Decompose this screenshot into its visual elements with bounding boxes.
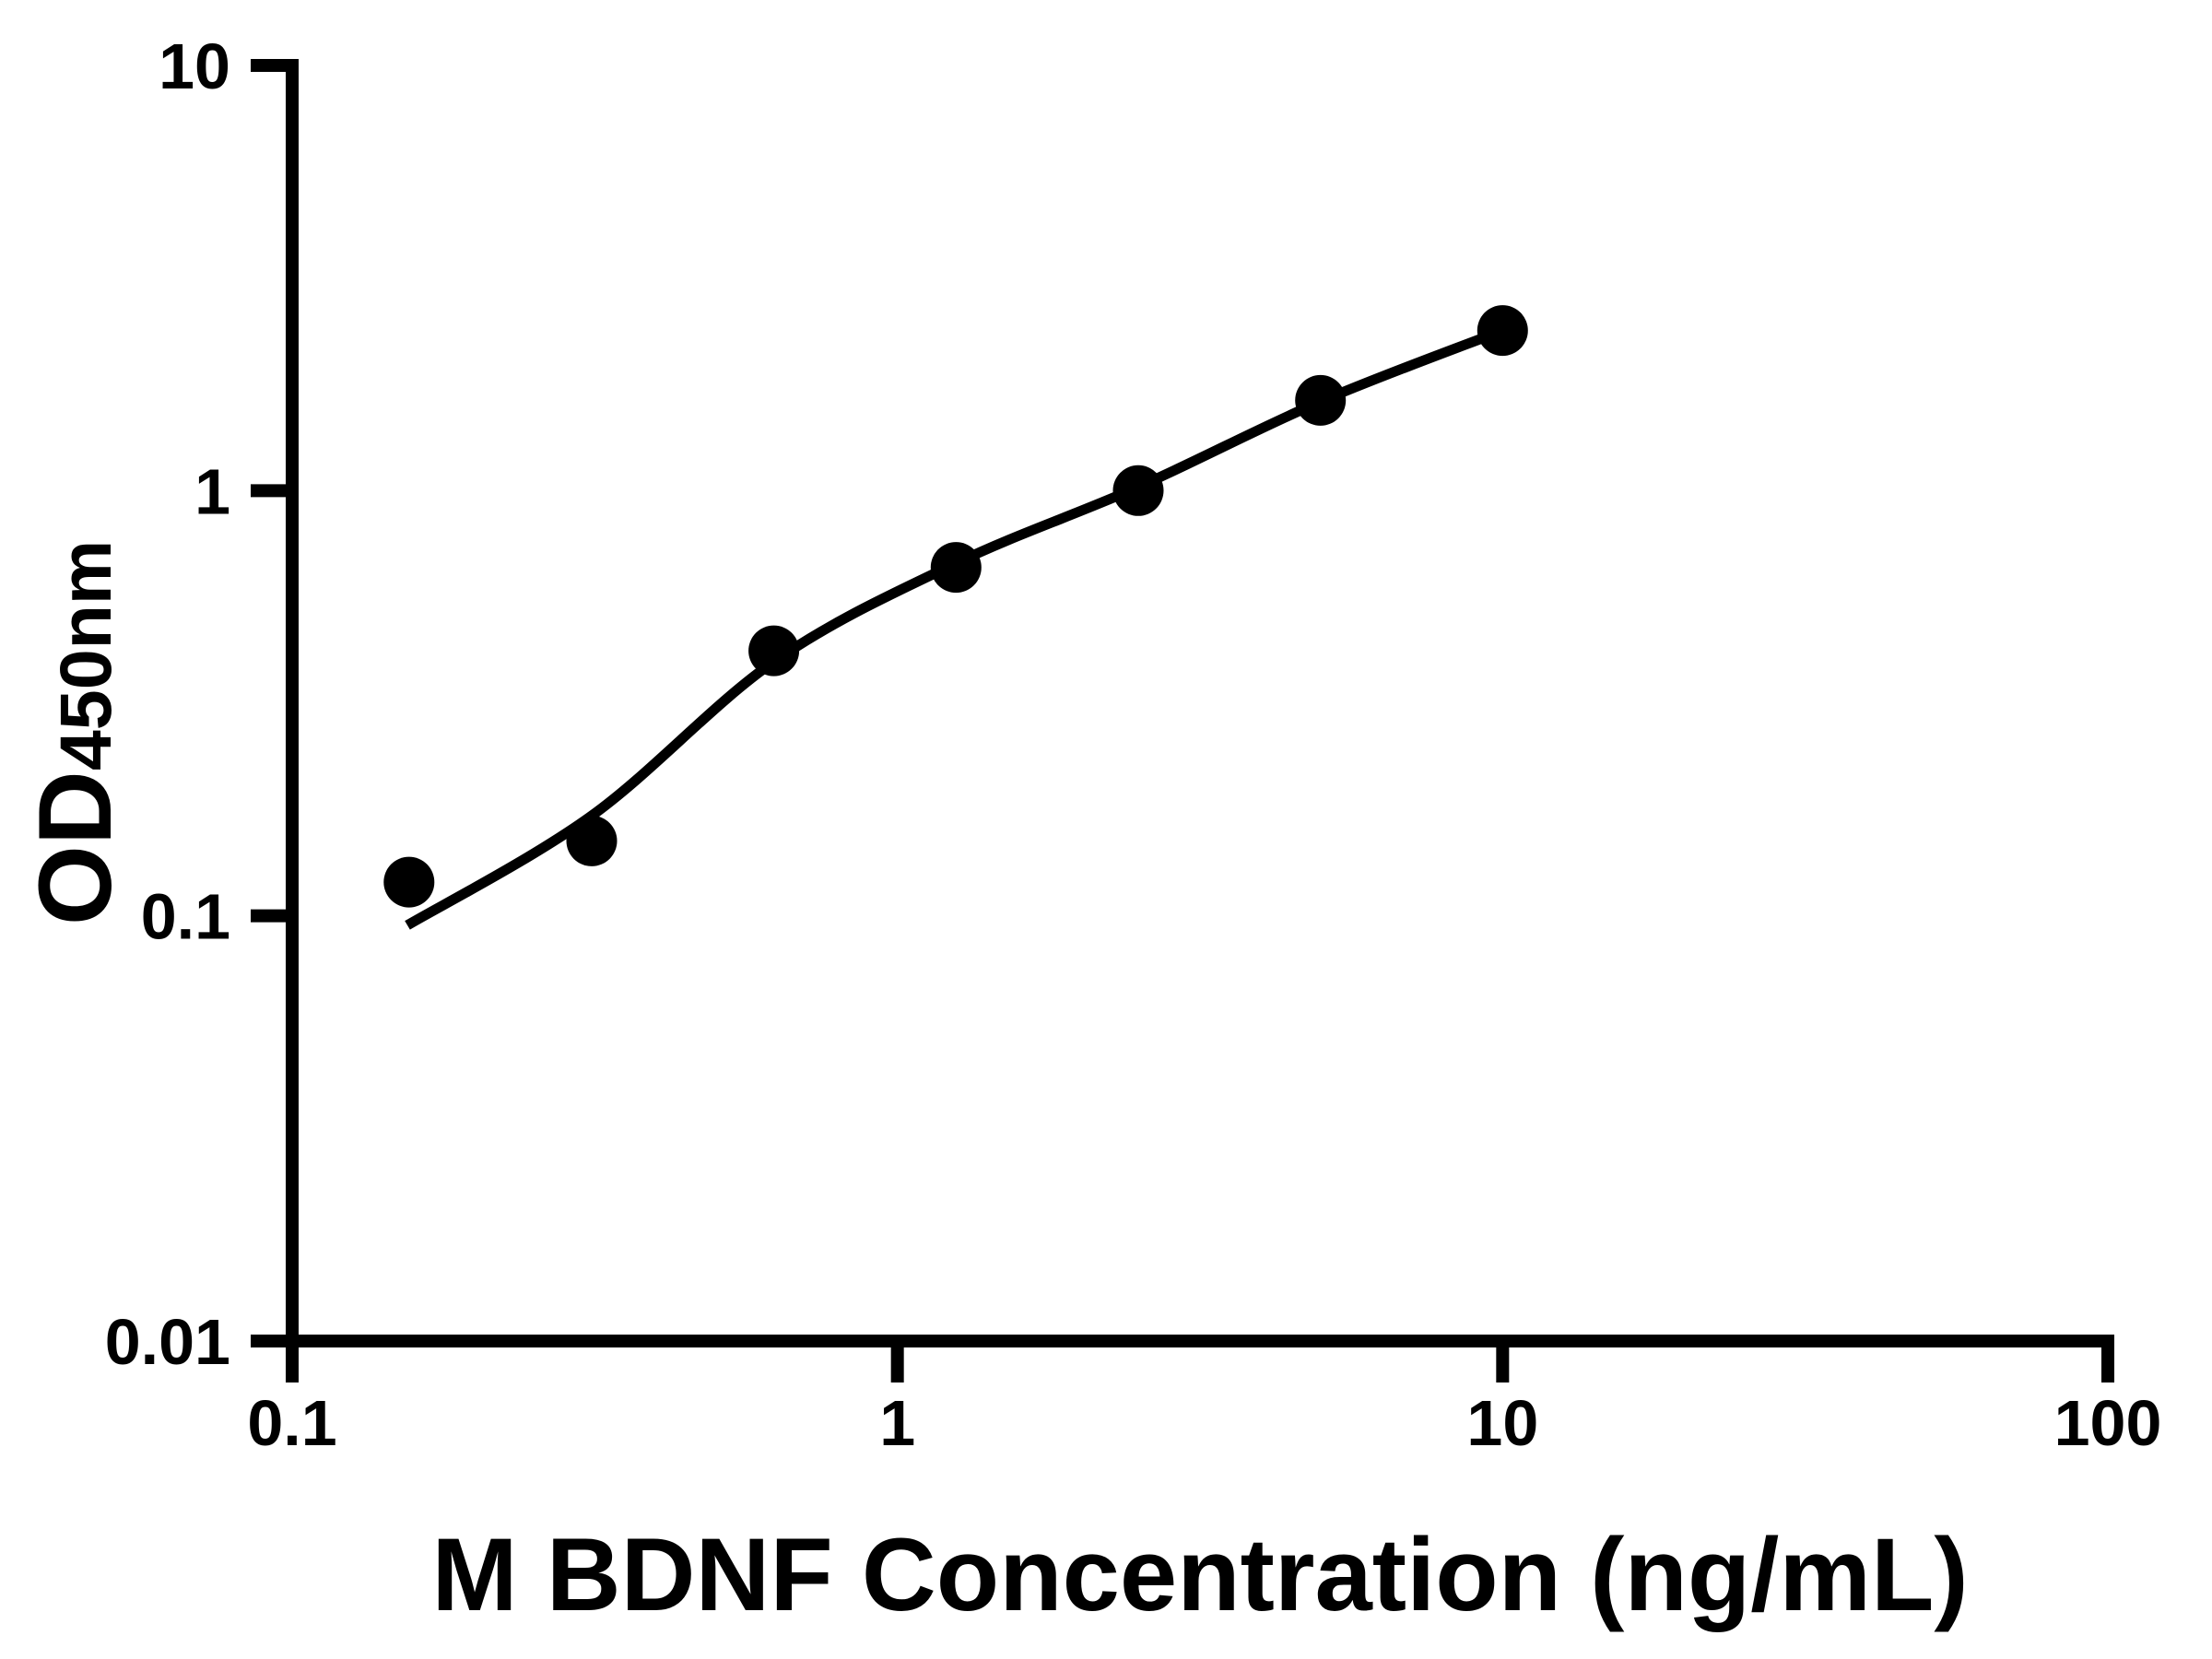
y-axis-title-subscript: 450nm — [44, 540, 126, 771]
y-tick-label: 0.01 — [105, 1306, 230, 1378]
y-axis-title-base: OD — [18, 771, 133, 925]
x-tick-label: 100 — [2054, 1387, 2162, 1459]
data-point — [383, 856, 435, 908]
y-tick-label: 0.1 — [141, 881, 230, 953]
y-axis-title: OD450nm — [18, 540, 133, 925]
y-tick-label: 10 — [159, 30, 230, 102]
x-axis-title: M BDNF Concentration (ng/mL) — [431, 1517, 1968, 1632]
y-tick-label: 1 — [194, 455, 230, 527]
x-tick-label: 10 — [1466, 1387, 1538, 1459]
data-point — [748, 625, 800, 677]
data-point — [930, 542, 982, 594]
data-point — [1112, 465, 1164, 516]
tick-layer — [251, 59, 2114, 1382]
data-point — [1477, 305, 1528, 357]
x-tick-label: 0.1 — [247, 1387, 336, 1459]
x-tick-label: 1 — [879, 1387, 915, 1459]
data-point — [566, 815, 618, 866]
data-point — [1295, 374, 1347, 426]
series-layer — [383, 305, 1528, 930]
